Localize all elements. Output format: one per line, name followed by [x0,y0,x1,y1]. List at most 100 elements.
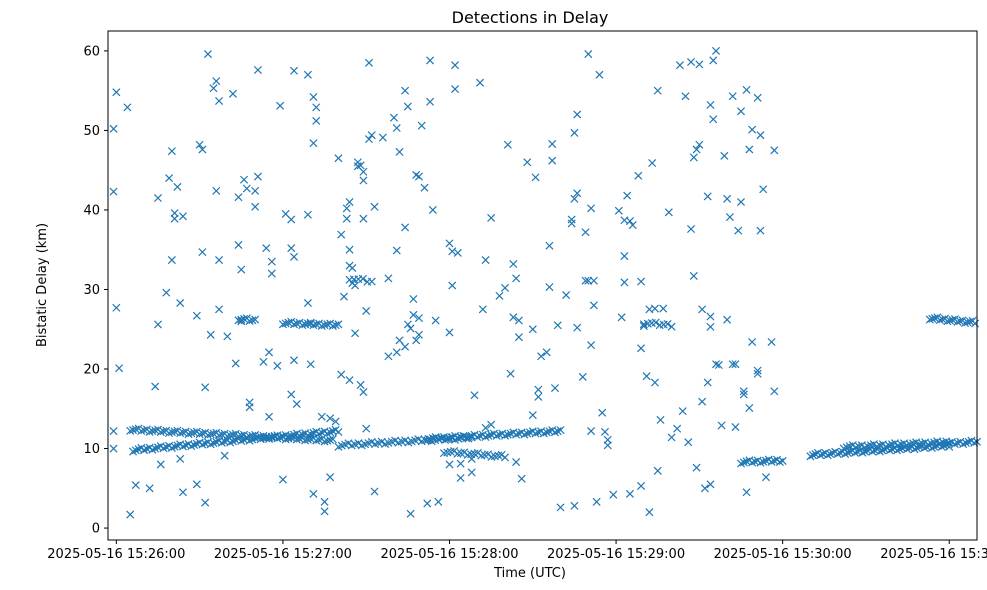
data-point [748,125,757,134]
data-point [167,256,176,265]
data-point [753,366,762,375]
data-point [198,248,207,257]
data-point [625,217,634,226]
data-point [292,399,301,409]
data-point [734,226,743,235]
data-point [445,328,454,337]
data-point [253,65,262,74]
data-point [678,407,687,416]
data-point [445,460,454,469]
data-point [215,96,224,106]
data-point [689,271,698,280]
data-point [614,206,623,215]
data-point [739,387,748,396]
data-point [362,306,371,315]
data-point [709,115,718,124]
data-point [414,172,423,181]
data-point [206,430,215,439]
data-point [445,434,454,443]
data-point [176,454,185,463]
data-point [406,509,415,518]
data-point [162,288,171,297]
data-point [359,167,368,176]
data-point [237,265,246,274]
data-point [228,89,237,98]
data-point [703,378,712,387]
data-point [287,390,296,399]
data-point [828,448,837,457]
data-point [650,378,659,387]
data-point [714,361,723,370]
data-point [592,497,601,506]
data-point [711,46,721,55]
data-point [426,435,435,444]
data-point [112,88,121,97]
data-point [953,317,962,326]
data-point [448,281,457,290]
data-point [739,458,748,467]
data-point [492,431,501,440]
data-point [514,333,523,342]
data-point [445,239,454,248]
data-point [223,332,232,341]
x-tick-label: 2025-05-16 15:29:00 [547,547,685,562]
data-point [378,133,387,142]
data-point [514,316,523,325]
data-point [523,429,532,438]
data-point [234,240,243,249]
data-point [589,276,598,285]
data-point [203,50,212,59]
data-point [167,147,176,156]
data-point [637,344,646,353]
data-point [265,412,274,421]
data-point [159,427,168,436]
data-point [259,357,268,366]
data-point [312,116,321,125]
data-point [242,184,251,193]
data-point [109,427,118,436]
data-point [176,429,185,438]
data-point [742,488,751,497]
data-point [570,501,579,510]
data-point [938,315,947,324]
data-point [942,440,951,449]
data-point [595,70,604,79]
data-point [945,316,954,325]
data-point [548,156,557,165]
data-point [209,84,218,93]
data-point [231,359,240,368]
data-point [567,219,576,228]
data-point [523,158,532,167]
data-point [759,457,768,466]
data-point [487,420,496,429]
data-point [731,423,740,432]
data-point [251,202,260,211]
data-point [811,450,820,459]
data-point [278,320,287,329]
data-point [623,191,632,200]
data-point [963,318,972,327]
data-point [717,421,726,430]
data-point [961,318,970,328]
data-point [240,175,249,184]
data-point [345,197,354,207]
data-point [156,428,165,437]
data-point [512,430,521,439]
data-point [409,310,418,319]
data-point [634,171,643,180]
chart-title: Detections in Delay [452,8,609,27]
data-point [167,428,176,437]
data-point [123,103,132,112]
data-point [201,498,210,507]
data-point [456,473,465,482]
data-point [426,56,435,65]
data-point [562,291,571,300]
data-point [692,145,701,154]
data-point [476,78,485,87]
data-point [165,428,174,438]
data-point [431,316,440,325]
data-point [939,441,948,450]
data-point [320,321,329,330]
data-point [389,113,398,122]
